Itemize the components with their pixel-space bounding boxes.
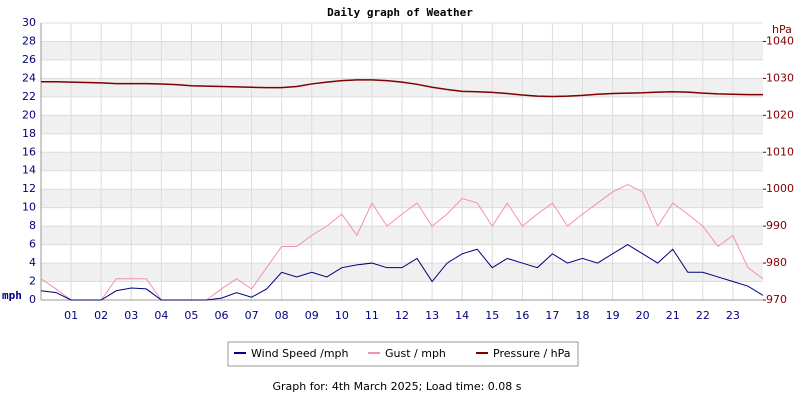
y-tick-label: 8 [29, 219, 36, 232]
chart-title: Daily graph of Weather [327, 6, 473, 19]
y-tick-label: 0 [29, 293, 36, 306]
series-line [41, 79, 763, 98]
x-tick-label: 17 [545, 309, 559, 322]
y2-tick-label: 1020 [766, 108, 794, 121]
x-tick-label: 01 [64, 309, 78, 322]
x-tick-label: 04 [154, 309, 168, 322]
y2-tick-label: 1030 [766, 71, 794, 84]
y-tick-label: 28 [22, 34, 36, 47]
y2-tick-label: 970 [766, 293, 787, 306]
x-tick-label: 16 [515, 309, 529, 322]
y-tick-label: 10 [22, 201, 36, 214]
y2-tick-label: 1010 [766, 145, 794, 158]
x-tick-label: 10 [335, 309, 349, 322]
x-tick-label: 21 [666, 309, 680, 322]
x-tick-label: 19 [606, 309, 620, 322]
y-tick-label: 16 [22, 145, 36, 158]
y2-tick-label: 1000 [766, 182, 794, 195]
x-tick-label: 11 [365, 309, 379, 322]
legend-label: Wind Speed /mph [251, 347, 349, 360]
x-tick-label: 03 [124, 309, 138, 322]
y-tick-label: 2 [29, 275, 36, 288]
x-tick-label: 22 [696, 309, 710, 322]
y2-tick-label: 980 [766, 256, 787, 269]
series-line [40, 244, 764, 301]
y-tick-label: 4 [29, 256, 36, 269]
x-tick-label: 23 [726, 309, 740, 322]
y-tick-label: 14 [22, 164, 36, 177]
y2-tick-label: 990 [766, 219, 787, 232]
footer: Graph for: 4th March 2025; Load time: 0.… [272, 380, 521, 393]
y-tick-label: 12 [22, 182, 36, 195]
y-tick-label: 6 [29, 238, 36, 251]
y-axis-label: mph [2, 289, 22, 302]
plot-area: 0246810121416182022242628309709809901000… [22, 16, 794, 322]
y-tick-label: 24 [22, 71, 36, 84]
x-tick-label: 15 [485, 309, 499, 322]
legend: Wind Speed /mph Gust / mph Pressure / hPa [227, 341, 579, 367]
y-tick-label: 26 [22, 53, 36, 66]
x-tick-label: 02 [94, 309, 108, 322]
x-tick-label: 08 [275, 309, 289, 322]
y2-axis-label: hPa [772, 23, 792, 36]
x-tick-label: 07 [245, 309, 259, 322]
x-tick-label: 20 [636, 309, 650, 322]
legend-box [227, 341, 579, 367]
x-tick-label: 14 [455, 309, 469, 322]
x-tick-label: 05 [184, 309, 198, 322]
x-tick-label: 12 [395, 309, 409, 322]
legend-label: Pressure / hPa [493, 347, 571, 360]
y-tick-label: 20 [22, 108, 36, 121]
y-tick-label: 18 [22, 127, 36, 140]
x-tick-label: 06 [215, 309, 229, 322]
y-tick-label: 30 [22, 16, 36, 29]
x-tick-label: 09 [305, 309, 319, 322]
x-tick-label: 13 [425, 309, 439, 322]
x-tick-label: 18 [576, 309, 590, 322]
y2-tick-label: 1040 [766, 34, 794, 47]
y-tick-label: 22 [22, 90, 36, 103]
legend-label: Gust / mph [385, 347, 446, 360]
